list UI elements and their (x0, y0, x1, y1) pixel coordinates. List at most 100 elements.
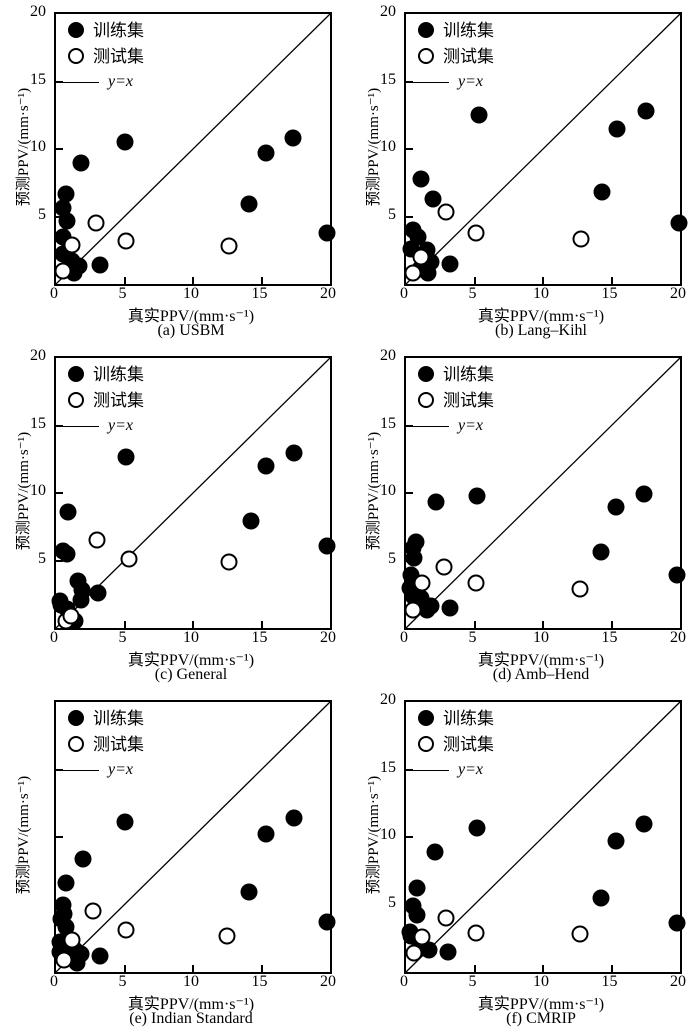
test-point (117, 232, 135, 250)
legend-row-test: 测试集 (60, 43, 144, 69)
y-tick-mark (56, 559, 63, 562)
legend-row-line: y=x (60, 69, 144, 95)
panel-general: 预测PPV/(mm·s⁻¹) 训练集 测试集 y=x 5 10 15 20 0 5 10 1… (0, 344, 350, 688)
train-point (418, 601, 436, 619)
panel-caption: (d) Amb–Hend (492, 666, 590, 683)
x-tick-label: 15 (601, 973, 618, 990)
identity-line-icon (61, 81, 99, 83)
train-point (257, 144, 275, 162)
test-point (571, 580, 589, 598)
y-tick-mark (406, 492, 413, 494)
train-point (441, 599, 459, 617)
x-tick-mark (123, 621, 126, 628)
y-tick-label: 5 (388, 205, 396, 223)
y-tick-label: 5 (388, 893, 396, 911)
train-point (405, 549, 423, 567)
y-tick-mark (406, 80, 413, 83)
legend-row-line: y=x (60, 757, 144, 783)
test-point (220, 553, 238, 571)
y-tick-label: 10 (380, 138, 396, 155)
train-point (257, 825, 275, 843)
x-tick-label: 10 (533, 973, 549, 990)
x-axis-label: 真实PPV/(mm·s⁻¹) (127, 308, 255, 325)
legend-line-label: y=x (108, 761, 133, 778)
identity-line (405, 701, 681, 973)
test-point (413, 574, 431, 592)
identity-line-icon (411, 81, 449, 83)
y-tick-label: 20 (380, 691, 396, 708)
train-point (72, 154, 90, 171)
x-tick-label: 5 (118, 973, 127, 990)
y-tick-label: 20 (30, 347, 46, 364)
test-marker-icon (418, 48, 434, 64)
y-tick-mark (406, 836, 413, 838)
test-point (63, 931, 81, 949)
legend-line-label: y=x (458, 761, 483, 778)
x-axis-label: 真实PPV/(mm·s⁻¹) (477, 996, 605, 1013)
test-point (63, 236, 81, 254)
train-point (592, 889, 610, 907)
train-point (637, 102, 655, 120)
identity-line (405, 357, 681, 629)
train-point (593, 183, 611, 201)
legend: 训练集 测试集 y=x (60, 17, 144, 95)
x-tick-label: 5 (468, 285, 477, 302)
test-point (54, 262, 72, 279)
test-point (467, 924, 485, 942)
train-point (419, 264, 437, 282)
train-point (58, 212, 76, 230)
legend-test-label: 测试集 (443, 734, 494, 754)
x-tick-label: 20 (670, 285, 686, 302)
y-tick-label: 10 (30, 138, 46, 155)
legend-test-label: 测试集 (93, 46, 144, 66)
panel-caption: (a) USBM (157, 322, 225, 339)
x-tick-label: 20 (320, 285, 336, 302)
x-axis-label: 真实PPV/(mm·s⁻¹) (477, 308, 605, 325)
train-point (468, 487, 486, 505)
x-tick-label: 0 (50, 285, 58, 302)
y-tick-mark (56, 148, 63, 150)
identity-line (55, 13, 331, 285)
test-point (62, 607, 80, 625)
legend-row-line: y=x (60, 413, 144, 439)
train-point (116, 813, 133, 831)
legend: 训练集 测试集 y=x (60, 361, 144, 439)
identity-line (405, 13, 681, 285)
train-point (72, 591, 90, 609)
y-tick-label: 15 (380, 414, 396, 432)
y-tick-mark (406, 424, 413, 427)
panel-amb-hend: 预测PPV/(mm·s⁻¹) 训练集 测试集 y=x 5 10 15 20 0 5 10 1… (350, 344, 700, 688)
x-tick-mark (123, 277, 126, 284)
legend: 训练集 测试集 y=x (60, 705, 144, 783)
train-point (441, 255, 459, 273)
test-marker-icon (418, 736, 434, 752)
legend-row-train: 训练集 (60, 361, 144, 387)
train-marker-icon (418, 22, 434, 38)
y-tick-label: 5 (38, 549, 46, 567)
legend-row-test: 测试集 (410, 387, 494, 413)
train-point (412, 170, 430, 188)
y-tick-label: 10 (380, 482, 396, 499)
x-tick-mark (610, 621, 613, 628)
legend-train-label: 训练集 (443, 364, 494, 384)
legend-row-test: 测试集 (60, 731, 144, 757)
legend-test-label: 测试集 (443, 390, 494, 410)
x-tick-mark (542, 621, 544, 628)
y-tick-mark (406, 768, 413, 771)
x-tick-label: 10 (533, 285, 549, 302)
train-point (242, 512, 260, 530)
train-point (470, 106, 488, 124)
train-point (257, 457, 275, 475)
train-point (318, 537, 336, 555)
y-tick-label: 20 (380, 3, 396, 20)
test-point (87, 214, 105, 232)
train-point (607, 832, 625, 850)
train-point (91, 256, 109, 274)
x-tick-label: 5 (468, 629, 477, 646)
train-point (468, 819, 486, 837)
train-point (607, 498, 625, 515)
legend-row-test: 测试集 (410, 43, 494, 69)
y-tick-mark (56, 80, 63, 83)
legend-test-label: 测试集 (93, 734, 144, 754)
test-point (412, 248, 430, 266)
